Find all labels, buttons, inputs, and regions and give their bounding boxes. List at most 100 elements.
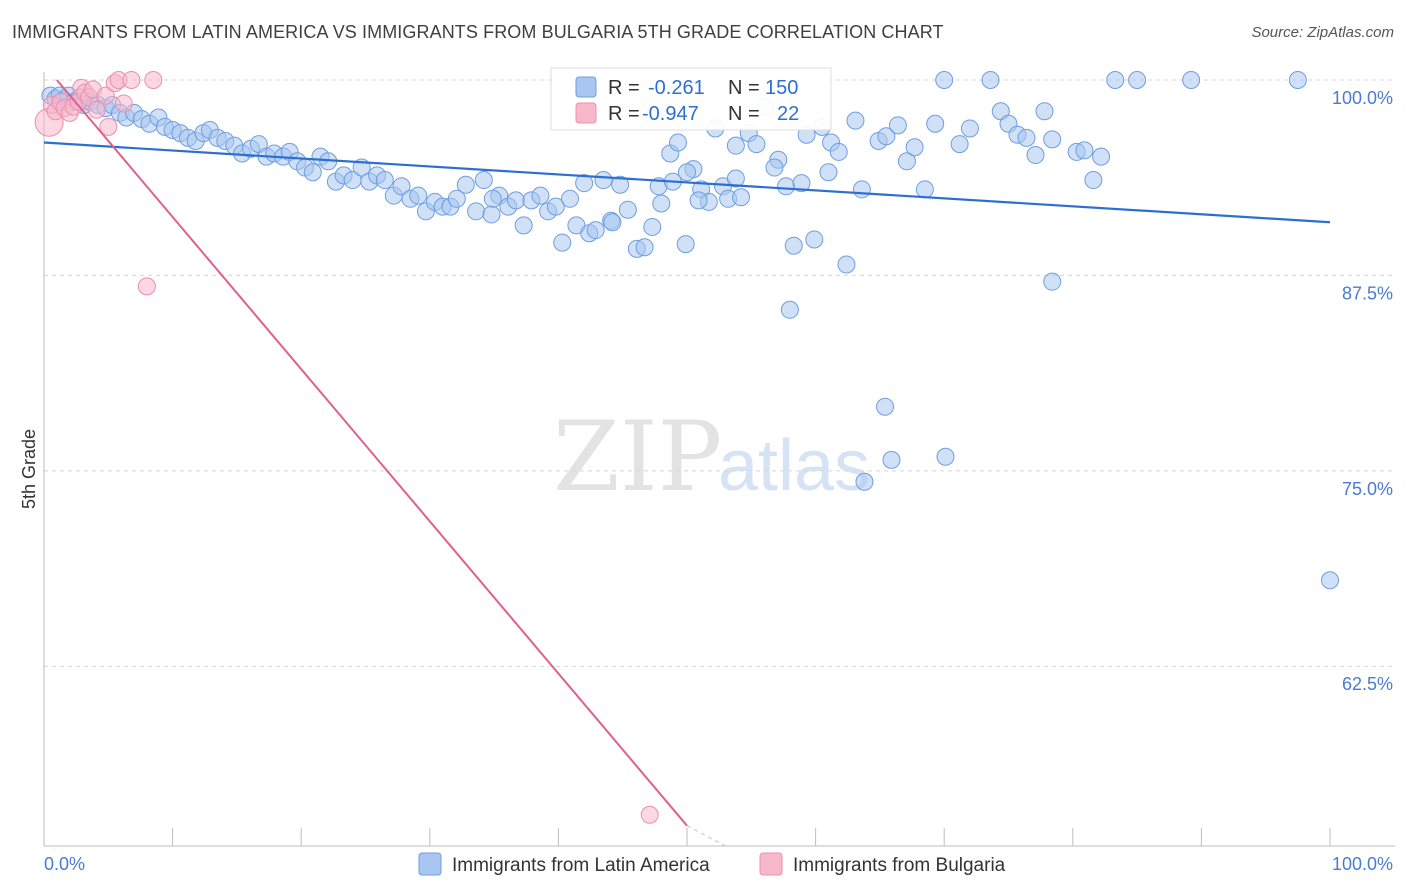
data-point-latin-america xyxy=(726,169,745,188)
data-point-bulgaria xyxy=(137,277,156,296)
data-point-latin-america xyxy=(482,205,501,224)
data-point-latin-america xyxy=(888,116,907,135)
gridlines xyxy=(44,79,1395,667)
data-point-latin-america xyxy=(1321,571,1339,590)
legend-n-value-2: 22 xyxy=(777,103,799,125)
legend-swatch-blue xyxy=(575,76,597,98)
data-point-latin-america xyxy=(935,71,954,89)
watermark-atlas: atlas xyxy=(718,426,870,506)
data-point-latin-america xyxy=(792,174,811,193)
trend-line-bulgaria-extension xyxy=(686,825,726,847)
data-point-latin-america xyxy=(777,177,796,196)
data-point-latin-america xyxy=(560,189,579,208)
data-point-latin-america xyxy=(877,127,896,146)
chart-title: IMMIGRANTS FROM LATIN AMERICA VS IMMIGRA… xyxy=(12,22,944,42)
data-point-latin-america xyxy=(726,136,745,155)
legend-label-latin-america: Immigrants from Latin America xyxy=(452,855,710,876)
data-point-bulgaria xyxy=(99,117,118,136)
y-tick-label: 100.0% xyxy=(1332,88,1393,108)
data-point-latin-america xyxy=(546,197,565,216)
data-point-latin-america xyxy=(1128,71,1147,89)
data-point-latin-america xyxy=(1026,146,1045,165)
y-tick-labels: 62.5% 75.0% 87.5% 100.0% xyxy=(1332,88,1393,694)
data-point-latin-america xyxy=(409,186,428,205)
data-point-latin-america xyxy=(1075,141,1094,160)
data-point-latin-america xyxy=(678,163,696,182)
data-point-latin-america xyxy=(531,186,550,205)
data-point-latin-america xyxy=(855,472,874,491)
data-point-latin-america xyxy=(829,142,848,161)
legend-r-label-1: R = xyxy=(608,77,640,99)
legend-r-value-2: -0.947 xyxy=(642,103,699,125)
data-point-latin-america xyxy=(467,202,486,221)
data-point-latin-america xyxy=(1182,71,1201,89)
series-bulgaria-points xyxy=(34,71,659,824)
data-point-latin-america xyxy=(765,158,784,177)
data-point-latin-america xyxy=(456,175,475,194)
data-point-latin-america xyxy=(375,171,394,190)
legend-n-label-2: N = xyxy=(728,103,760,125)
data-point-latin-america xyxy=(876,397,895,416)
data-point-latin-america xyxy=(1043,130,1062,149)
data-point-latin-america xyxy=(960,119,979,138)
data-point-latin-america xyxy=(611,175,630,194)
data-point-latin-america xyxy=(506,191,525,210)
stats-legend: R = -0.261 N = 150 R = -0.947 N = 22 xyxy=(550,67,832,131)
data-point-latin-america xyxy=(926,114,945,133)
data-point-latin-america xyxy=(819,163,838,182)
data-point-bulgaria xyxy=(96,86,115,105)
data-point-latin-america xyxy=(852,180,871,199)
data-point-latin-america xyxy=(652,194,671,213)
data-point-latin-america xyxy=(805,230,824,249)
legend-swatch-pink xyxy=(575,102,597,124)
data-point-latin-america xyxy=(1035,102,1054,121)
data-point-latin-america xyxy=(732,188,751,207)
data-point-latin-america xyxy=(553,233,572,252)
data-point-latin-america xyxy=(1043,272,1062,291)
data-point-latin-america xyxy=(483,189,502,208)
data-point-bulgaria xyxy=(87,100,106,119)
x-axis-ticks xyxy=(43,828,1331,846)
data-point-latin-america xyxy=(780,300,799,319)
data-point-latin-america xyxy=(837,255,856,274)
legend-n-label-1: N = xyxy=(728,77,760,99)
data-point-latin-america xyxy=(514,216,533,235)
data-point-latin-america xyxy=(784,236,803,255)
trend-line-latin-america xyxy=(43,141,1331,224)
x-tick-label-max: 100.0% xyxy=(1332,854,1393,874)
legend-r-label-2: R = xyxy=(608,103,640,125)
data-point-latin-america xyxy=(915,180,934,199)
series-legend: Immigrants from Latin America Immigrants… xyxy=(418,852,1006,876)
legend-swatch-latin-america xyxy=(418,852,442,876)
data-point-latin-america xyxy=(618,200,637,219)
data-point-latin-america xyxy=(1017,128,1036,147)
data-point-bulgaria xyxy=(640,805,659,824)
trend-line-bulgaria xyxy=(56,79,688,827)
source-label: Source: ZipAtlas.com xyxy=(1251,24,1394,41)
legend-label-bulgaria: Immigrants from Bulgaria xyxy=(793,855,1006,876)
legend-r-value-1: -0.261 xyxy=(648,77,705,99)
data-point-latin-america xyxy=(897,152,916,171)
data-point-latin-america xyxy=(747,135,766,154)
x-tick-label-min: 0.0% xyxy=(44,854,85,874)
watermark: ZIP atlas xyxy=(553,401,870,513)
data-point-latin-america xyxy=(447,189,466,208)
data-point-bulgaria xyxy=(122,71,141,89)
data-point-latin-america xyxy=(1084,171,1103,190)
trend-lines xyxy=(43,79,1331,847)
data-point-latin-america xyxy=(905,138,924,157)
data-point-latin-america xyxy=(981,71,1000,89)
legend-n-value-1: 150 xyxy=(765,77,798,99)
data-point-latin-america xyxy=(1106,71,1125,89)
data-point-latin-america xyxy=(474,171,493,190)
legend-swatch-bulgaria xyxy=(759,852,783,876)
data-point-latin-america xyxy=(303,163,322,182)
data-point-latin-america xyxy=(1288,71,1307,89)
data-point-latin-america xyxy=(936,447,955,466)
data-point-latin-america xyxy=(635,238,654,257)
data-point-latin-america xyxy=(950,135,969,154)
data-point-bulgaria xyxy=(144,71,163,89)
data-point-latin-america xyxy=(1092,147,1111,166)
y-tick-label: 62.5% xyxy=(1342,674,1393,694)
